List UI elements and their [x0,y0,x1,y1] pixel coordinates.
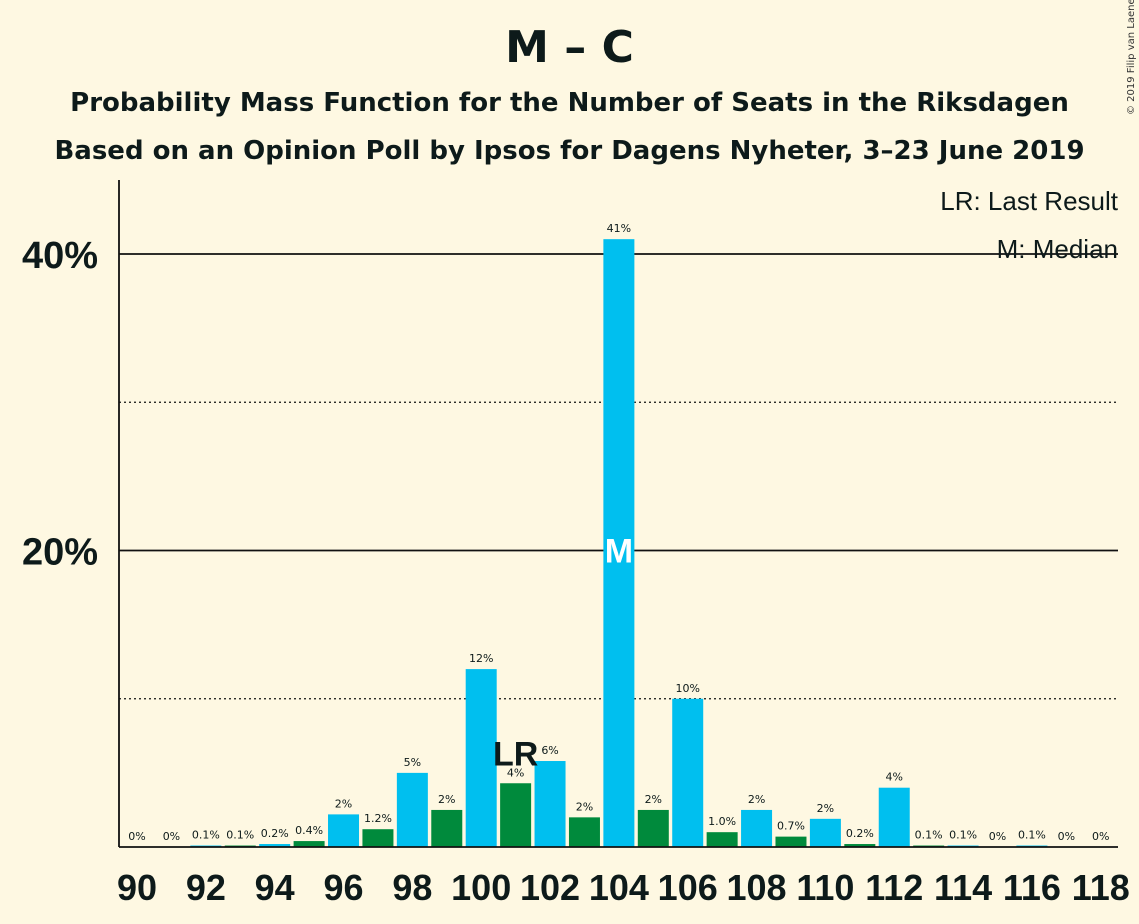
data-label: 1.2% [364,812,392,825]
bar [500,783,532,847]
bar [844,844,876,847]
x-tick-label: 90 [117,867,157,908]
bar [328,814,360,847]
data-label: 5% [404,756,421,769]
data-label: 6% [541,744,558,757]
last-result-marker: LR [493,735,538,773]
data-label: 0% [163,830,180,843]
data-label: 2% [645,793,662,806]
data-label: 2% [748,793,765,806]
x-tick-label: 104 [589,867,649,908]
bar [603,239,635,848]
bar [465,669,497,847]
median-marker: M [605,533,633,571]
bar [775,836,807,847]
bar [293,841,325,847]
x-tick-label: 106 [658,867,718,908]
x-tick-label: 96 [323,867,363,908]
bar [259,844,291,847]
legend-median: M: Median [997,234,1118,264]
data-label: 4% [886,771,903,784]
data-label: 0.1% [915,829,943,842]
data-label: 0.1% [192,829,220,842]
legend-last-result: LR: Last Result [940,186,1119,216]
data-label: 0.7% [777,820,805,833]
y-tick-label: 20% [22,532,98,574]
bar [362,829,394,847]
data-label: 0.2% [846,827,874,840]
data-label: 0.1% [1018,829,1046,842]
data-label: 2% [817,802,834,815]
x-tick-label: 112 [865,867,923,908]
data-label: 0% [128,830,145,843]
bar [741,809,773,847]
bar [568,817,600,847]
x-tick-label: 116 [1003,867,1061,908]
chart-subtitle-2: Based on an Opinion Poll by Ipsos for Da… [54,136,1085,166]
value-labels: 0% 0% 0.1% 0.1% 0.2% 0.4% 2% 1.2% 5% 2% 12% 4% 6% 2% 4… [128,222,1109,843]
x-tick-label: 102 [520,867,580,908]
x-tick-label: 114 [934,867,992,908]
data-label: 0.1% [949,829,977,842]
x-tick-label: 110 [796,867,854,908]
x-tick-label: 100 [451,867,511,908]
chart-title: M – C [505,22,634,73]
chart-subtitle-1: Probability Mass Function for the Number… [70,88,1069,118]
x-tick-label: 118 [1072,867,1130,908]
bar [706,832,738,847]
data-label: 41% [607,222,631,235]
x-tick-label: 94 [255,867,295,908]
data-label: 2% [335,797,352,810]
bar [396,772,428,847]
data-label: 0.1% [226,829,254,842]
data-label: 0.2% [261,827,289,840]
data-label: 0% [989,830,1006,843]
bar [431,809,463,847]
data-label: 2% [576,800,593,813]
data-label: 12% [469,652,493,665]
x-tick-label: 92 [186,867,226,908]
bar [672,698,704,847]
data-label: 2% [438,793,455,806]
data-label: 1.0% [708,815,736,828]
axes: 20% 40% 90 92 94 96 98 100 102 104 106 108 110 112 114… [22,180,1130,908]
x-tick-label: 108 [727,867,787,908]
data-label: 0% [1058,830,1075,843]
y-tick-label: 40% [22,235,98,277]
data-label: 4% [507,766,524,779]
bar [534,761,566,847]
data-label: 0% [1092,830,1109,843]
bar [637,809,669,847]
data-label: 0.4% [295,824,323,837]
bars [190,239,1048,848]
bar [809,818,841,847]
bar [878,787,910,847]
data-label: 10% [675,682,699,695]
x-tick-label: 98 [392,867,432,908]
